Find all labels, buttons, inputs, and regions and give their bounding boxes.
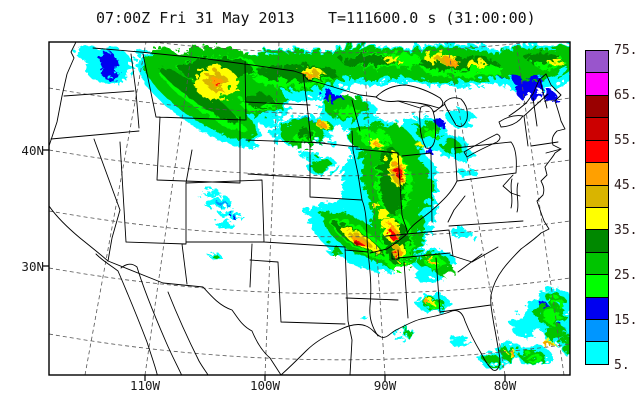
title-model-time: T=111600.0 s (31:00:00) bbox=[328, 9, 536, 27]
lon-label-100w: 100W bbox=[249, 378, 281, 393]
tick-marks bbox=[43, 149, 506, 381]
colorbar-label: 45. bbox=[614, 178, 638, 193]
colorbar-label: 25. bbox=[614, 268, 638, 283]
lon-label-90w: 90W bbox=[373, 378, 397, 393]
colorbar-label: 15. bbox=[614, 313, 638, 328]
colorbar-box bbox=[586, 320, 608, 343]
colorbar-box bbox=[586, 95, 608, 119]
colorbar-box bbox=[586, 252, 608, 276]
coastlines-and-borders bbox=[49, 42, 566, 375]
colorbar-box bbox=[586, 207, 608, 231]
colorbar-label: 65. bbox=[614, 88, 638, 103]
colorbar-label: 5. bbox=[614, 358, 630, 373]
lon-label-110w: 110W bbox=[129, 378, 161, 393]
colorbar-box bbox=[586, 230, 608, 253]
colorbar-box bbox=[586, 140, 608, 164]
lon-label-80w: 80W bbox=[493, 378, 517, 393]
title-datetime: 07:00Z Fri 31 May 2013 bbox=[96, 9, 295, 27]
colorbar-box bbox=[586, 275, 608, 298]
colorbar-label: 55. bbox=[614, 133, 638, 148]
colorbar-box bbox=[586, 73, 608, 96]
colorbar-box bbox=[586, 118, 608, 141]
colorbar bbox=[585, 50, 609, 365]
colorbar-box bbox=[586, 342, 608, 364]
precipitation-overlay bbox=[73, 42, 570, 365]
great-lakes bbox=[375, 84, 524, 158]
colorbar-box bbox=[586, 163, 608, 186]
colorbar-box bbox=[586, 297, 608, 321]
colorbar-box bbox=[586, 185, 608, 208]
colorbar-label: 35. bbox=[614, 223, 638, 238]
lat-label-30n: 30N bbox=[21, 259, 44, 274]
colorbar-box bbox=[586, 51, 608, 74]
map-frame bbox=[48, 41, 571, 376]
colorbar-label: 75. bbox=[614, 43, 638, 58]
lat-label-40n: 40N bbox=[21, 143, 44, 158]
